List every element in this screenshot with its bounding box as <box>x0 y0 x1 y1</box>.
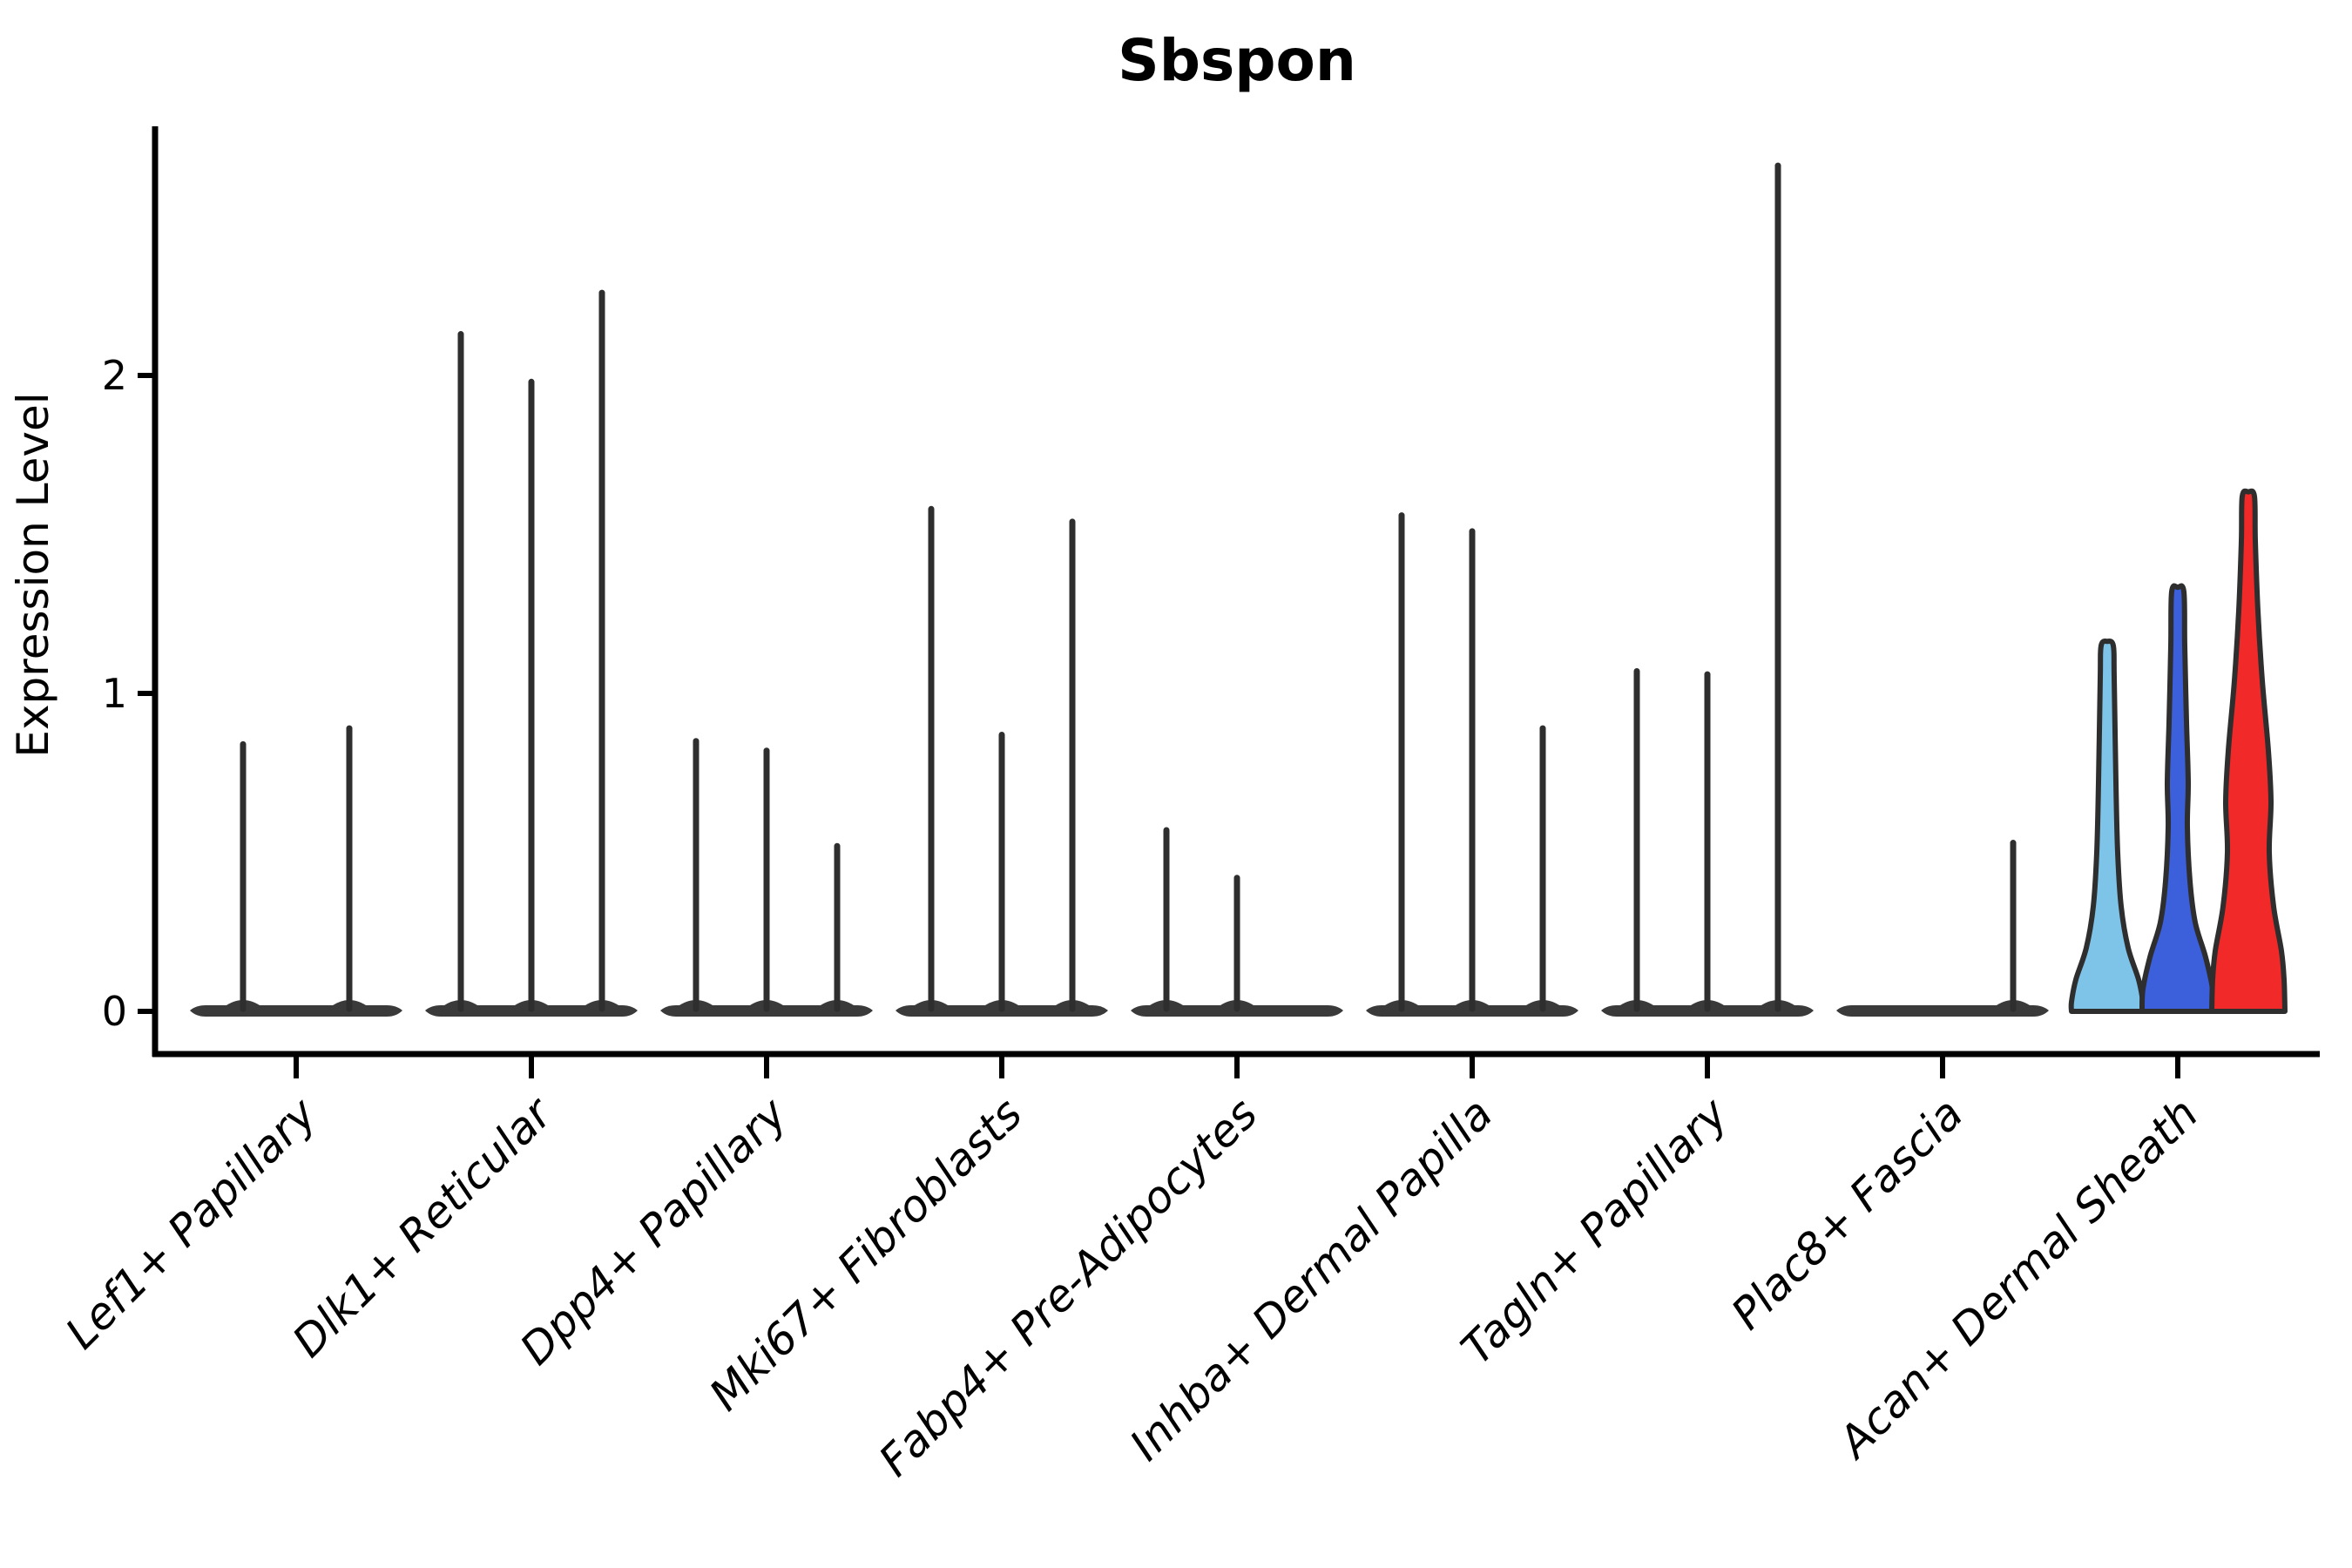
x-tick-label: Dlk1+ Reticular <box>283 1086 564 1367</box>
violin-body-filled <box>2139 583 2217 1014</box>
violin-body-filled <box>2209 488 2288 1014</box>
violin-group <box>660 738 873 1017</box>
y-axis-label: Expression Level <box>8 392 58 757</box>
y-tick-label: 2 <box>102 352 127 399</box>
y-tick-label: 1 <box>102 670 127 717</box>
violin-group <box>1836 840 2049 1017</box>
x-tick-label: Plac8+ Fascia <box>1722 1088 1973 1339</box>
axes <box>138 126 2320 1078</box>
y-tick-label: 0 <box>102 988 127 1035</box>
violin-group <box>1366 512 1578 1017</box>
violin-body-flat <box>190 1005 402 1017</box>
violin-group <box>425 289 638 1017</box>
violin-body-filled <box>2068 639 2146 1014</box>
violins <box>190 162 2288 1017</box>
chart-title: Sbspon <box>1118 27 1356 94</box>
violin-group <box>1131 827 1343 1017</box>
x-tick-label: Lef1+ Papillary <box>56 1087 327 1358</box>
violin-group <box>2068 488 2288 1014</box>
violin-group <box>1601 162 1814 1017</box>
violin-group <box>190 725 402 1017</box>
violin-group <box>896 505 1108 1017</box>
x-tick-label: Fabp4+ Pre-Adipocytes <box>869 1088 1267 1486</box>
violin-body-flat <box>1836 1005 2049 1017</box>
